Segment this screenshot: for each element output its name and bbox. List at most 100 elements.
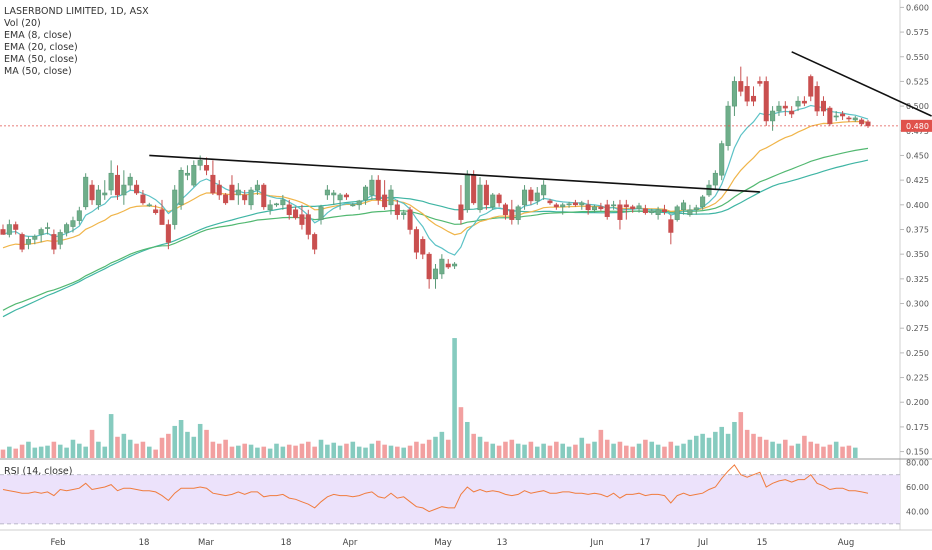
ema8-line: [2, 104, 869, 256]
candle-body: [452, 263, 458, 267]
candle-body: [420, 239, 426, 255]
volume-bar: [306, 441, 311, 458]
candle-body: [95, 189, 101, 206]
volume-bar: [191, 436, 197, 458]
candle-body: [286, 204, 292, 215]
volume-bar: [140, 441, 146, 458]
volume-bar: [38, 446, 44, 458]
time-tick-label: Apr: [343, 538, 358, 548]
volume-bar: [242, 443, 247, 458]
candle-body: [859, 119, 865, 125]
price-tick-label: 0.300: [906, 300, 929, 309]
price-tick-label: 0.275: [906, 324, 929, 333]
candle-body: [19, 234, 25, 250]
volume-bar: [286, 444, 292, 458]
volume-bar: [649, 441, 655, 458]
candle-body: [197, 160, 203, 166]
volume-bar: [624, 445, 629, 458]
volume-bar: [153, 449, 158, 458]
volume-bar: [89, 429, 95, 458]
volume-bar: [814, 443, 820, 458]
volume-bar: [770, 441, 775, 458]
candle-body: [776, 105, 782, 112]
volume-bar: [503, 441, 508, 458]
candle-body: [267, 204, 273, 211]
volume-bar: [604, 439, 610, 458]
volume-bar: [210, 441, 216, 458]
candle-body: [178, 169, 184, 206]
candle-body: [687, 209, 693, 215]
candle-body: [13, 224, 19, 230]
time-tick-label: Mar: [198, 538, 215, 548]
trendline: [791, 51, 932, 117]
volume-bar: [255, 447, 260, 458]
candle-body: [808, 76, 814, 97]
volume-bar: [846, 445, 852, 458]
candle-body: [750, 95, 757, 102]
candle-body: [337, 194, 343, 201]
price-tick-label: 0.550: [906, 53, 929, 62]
candle-body: [490, 194, 496, 208]
symbol-title: LASERBOND LIMITED, 1D, ASX: [4, 6, 149, 17]
volume-bar: [77, 443, 82, 458]
time-tick-label: 13: [497, 538, 508, 548]
legend-ma50[interactable]: MA (50, close): [4, 66, 72, 77]
volume-bar: [19, 444, 25, 458]
legend-ema8[interactable]: EMA (8, close): [4, 30, 72, 41]
volume-bar: [127, 439, 133, 458]
candle-body: [159, 209, 165, 225]
volume-bar: [204, 429, 209, 458]
rsi-legend[interactable]: RSI (14, close): [4, 466, 73, 477]
candle-body: [254, 184, 260, 191]
time-tick-label: May: [434, 538, 452, 548]
candle-body: [719, 143, 725, 176]
candle-body: [496, 194, 502, 204]
volume-bar: [496, 445, 502, 458]
candle-body: [585, 204, 591, 211]
volume-bar: [833, 441, 839, 458]
candle-body: [114, 174, 121, 196]
price-tick-label: 0.450: [906, 151, 929, 160]
candle-body: [541, 184, 547, 196]
volume-bar: [566, 446, 572, 458]
candle-body: [280, 199, 286, 206]
candle-body: [840, 113, 846, 117]
volume-bar: [674, 445, 680, 458]
volume-bar: [783, 439, 788, 458]
candle-body: [445, 263, 451, 268]
volume-bar: [611, 443, 616, 458]
volume-bar: [64, 447, 69, 458]
legend-volume[interactable]: Vol (20): [4, 18, 41, 29]
volume-bar: [522, 444, 527, 458]
volume-bar: [197, 423, 203, 458]
time-tick-label: Feb: [50, 538, 65, 548]
candle-body: [0, 229, 6, 235]
candle-body: [598, 206, 604, 210]
legend-ema50[interactable]: EMA (50, close): [4, 54, 78, 65]
candle-body: [331, 192, 337, 196]
volume-bar: [789, 445, 794, 458]
volume-bar: [643, 439, 648, 458]
legend-ema20[interactable]: EMA (20, close): [4, 42, 78, 53]
volume-bar: [515, 443, 521, 458]
candle-body: [617, 204, 623, 220]
candle-body: [483, 184, 489, 206]
volume-bar: [312, 446, 317, 458]
volume-bar: [662, 446, 667, 458]
candle-body: [172, 189, 178, 225]
time-tick-label: Jun: [589, 538, 603, 548]
rsi-band: [0, 474, 900, 524]
volume-bar: [223, 439, 228, 458]
volume-bar: [102, 446, 108, 458]
volume-bar: [541, 443, 546, 458]
candle-body: [140, 194, 146, 204]
candle-body: [623, 204, 629, 208]
volume-bar: [732, 421, 737, 458]
candle-body: [681, 202, 687, 211]
candle-body: [102, 192, 108, 196]
rsi-tick-label: 60.00: [906, 483, 929, 492]
candle-body: [305, 214, 311, 235]
candle-body: [324, 189, 330, 196]
candle-body: [712, 172, 718, 186]
